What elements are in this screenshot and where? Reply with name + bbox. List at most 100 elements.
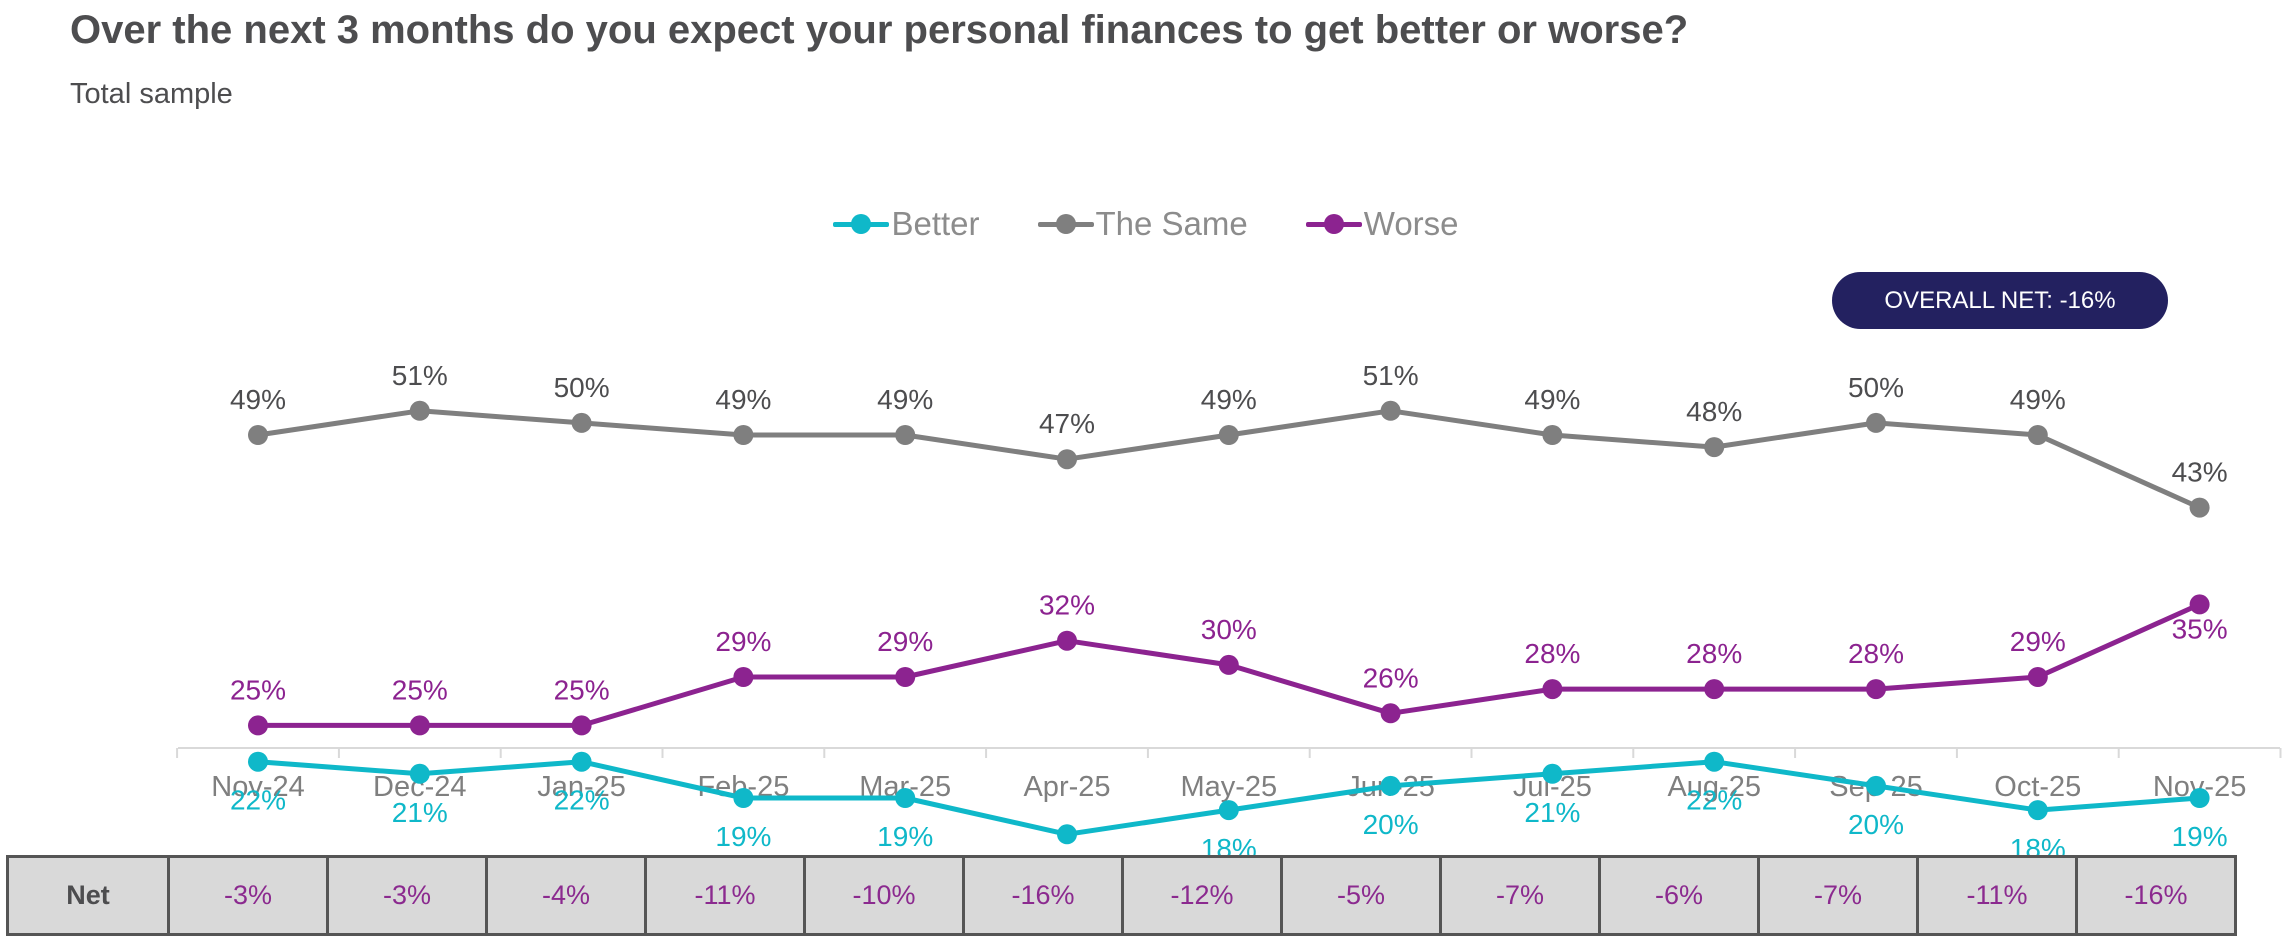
legend-marker-same: [1037, 214, 1094, 234]
net-cell: -3%: [167, 855, 329, 936]
legend-label-better: Better: [891, 205, 980, 242]
data-point-worse: [248, 715, 268, 736]
data-point-same: [1057, 449, 1077, 470]
data-point-better: [1380, 775, 1401, 796]
data-point-better: [1057, 824, 1077, 845]
data-point-same: [1218, 425, 1239, 445]
data-label-better: 21%: [392, 797, 448, 828]
data-point-worse: [2027, 667, 2048, 687]
data-label-worse: 28%: [1686, 638, 1742, 669]
legend-item-same: The Same: [1037, 205, 1248, 243]
data-point-better: [1542, 763, 1563, 784]
data-label-better: 19%: [715, 821, 771, 852]
data-label-worse: 28%: [1848, 638, 1904, 669]
data-label-worse: 25%: [230, 674, 286, 705]
data-point-better: [1866, 775, 1886, 796]
data-point-worse: [895, 667, 916, 687]
legend-item-worse: Worse: [1305, 205, 1459, 243]
data-label-worse: 26%: [1363, 662, 1419, 693]
data-label-same: 43%: [2172, 457, 2228, 488]
data-point-same: [2027, 425, 2048, 445]
data-point-worse: [1218, 654, 1239, 675]
data-label-worse: 29%: [2010, 626, 2066, 657]
data-label-same: 51%: [392, 360, 448, 391]
legend-label-worse: Worse: [1363, 205, 1459, 242]
data-label-same: 47%: [1039, 408, 1095, 439]
data-point-same: [248, 425, 268, 445]
data-point-worse: [733, 667, 754, 687]
data-label-worse: 25%: [392, 674, 448, 705]
data-label-worse: 29%: [877, 626, 933, 657]
data-point-better: [733, 788, 754, 808]
net-cell: -3%: [326, 855, 488, 936]
data-label-better: 21%: [1524, 797, 1580, 828]
data-label-better: 19%: [2172, 821, 2228, 852]
data-point-better: [1218, 800, 1239, 821]
net-cell: -10%: [803, 855, 965, 936]
data-label-worse: 29%: [715, 626, 771, 657]
data-point-worse: [1542, 679, 1563, 700]
data-point-worse: [571, 715, 592, 736]
data-point-worse: [1380, 703, 1401, 724]
net-cell: -16%: [2075, 855, 2237, 936]
data-label-same: 49%: [230, 384, 286, 415]
data-label-same: 49%: [2010, 384, 2066, 415]
data-label-same: 49%: [877, 384, 933, 415]
data-label-worse: 28%: [1524, 638, 1580, 669]
data-point-better: [2189, 788, 2210, 808]
chart-title: Over the next 3 months do you expect you…: [70, 8, 1689, 52]
data-point-same: [1380, 400, 1401, 421]
net-cell: -16%: [962, 855, 1124, 936]
legend-marker-better: [833, 214, 890, 234]
net-table: Net -3% -3% -4% -11% -10% -16% -12% -5% -7% -6% -7…: [6, 855, 2237, 936]
data-point-worse: [2189, 594, 2210, 615]
data-point-better: [248, 751, 268, 772]
x-tick-label: Jan-25: [537, 771, 626, 803]
data-point-same: [1704, 437, 1725, 458]
x-tick-label: May-25: [1180, 771, 1277, 803]
data-label-better: 22%: [230, 785, 286, 816]
x-tick-label: Aug-25: [1667, 771, 1761, 803]
net-cell: -12%: [1121, 855, 1283, 936]
data-label-same: 50%: [1848, 372, 1904, 403]
data-point-worse: [1866, 679, 1886, 700]
legend-item-better: Better: [833, 205, 980, 243]
data-label-same: 49%: [1524, 384, 1580, 415]
net-cell: -4%: [485, 855, 647, 936]
data-point-worse: [1704, 679, 1725, 700]
data-point-same: [895, 425, 916, 445]
data-point-same: [409, 400, 430, 421]
data-label-worse: 25%: [554, 674, 610, 705]
data-label-same: 49%: [1201, 384, 1257, 415]
data-label-better: 22%: [1686, 785, 1742, 816]
data-label-same: 51%: [1363, 360, 1419, 391]
data-label-worse: 35%: [2172, 613, 2228, 644]
net-cell: -11%: [1916, 855, 2078, 936]
legend-label-same: The Same: [1095, 205, 1248, 242]
data-point-same: [733, 425, 754, 445]
data-label-same: 50%: [554, 372, 610, 403]
data-point-same: [1866, 412, 1886, 433]
data-label-same: 49%: [715, 384, 771, 415]
net-row-label: Net: [6, 855, 170, 936]
overall-net-badge: OVERALL NET: -16%: [1832, 272, 2168, 329]
data-label-better: 20%: [1848, 809, 1904, 840]
data-label-worse: 32%: [1039, 590, 1095, 621]
data-point-better: [409, 763, 430, 784]
x-tick-label: Apr-25: [1023, 771, 1110, 803]
data-point-same: [2189, 497, 2210, 518]
net-cell: -11%: [644, 855, 806, 936]
legend: Better The Same Worse: [0, 205, 2292, 243]
data-label-better: 19%: [877, 821, 933, 852]
data-point-same: [571, 412, 592, 433]
net-cell: -7%: [1757, 855, 1919, 936]
data-label-worse: 30%: [1201, 614, 1257, 645]
data-label-better: 20%: [1363, 809, 1419, 840]
data-label-same: 48%: [1686, 396, 1742, 427]
data-point-same: [1542, 425, 1563, 445]
data-point-better: [1704, 751, 1725, 772]
net-cell: -5%: [1280, 855, 1442, 936]
net-cell: -6%: [1598, 855, 1760, 936]
legend-marker-worse: [1305, 214, 1362, 234]
